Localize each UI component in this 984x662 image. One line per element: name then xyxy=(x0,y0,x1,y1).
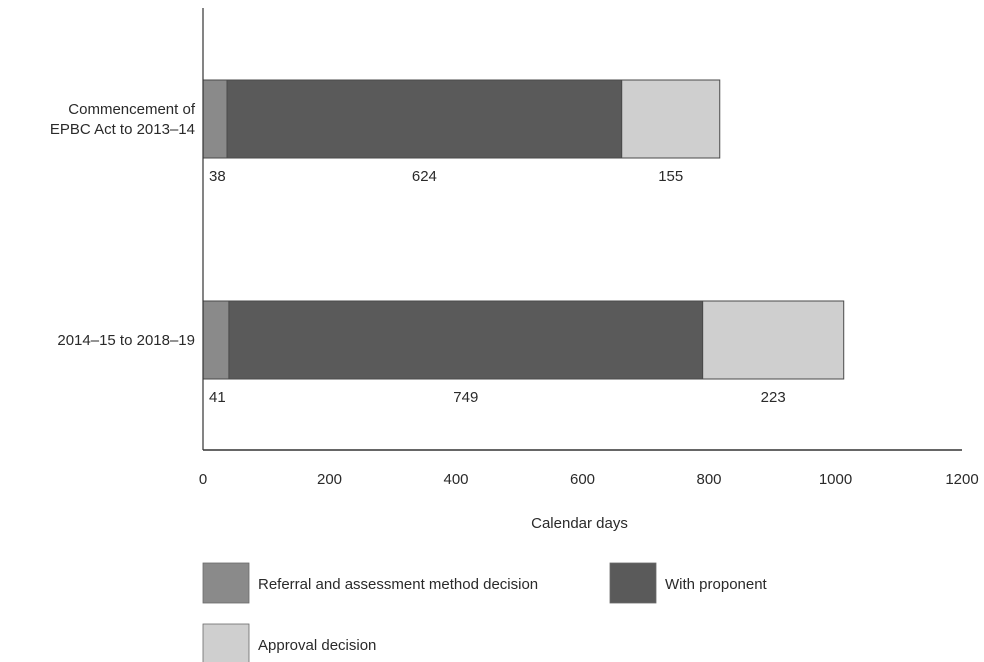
category-labels-layer: Commencement of EPBC Act to 2013–14 2014–1… xyxy=(50,101,196,349)
x-axis-label: Calendar days xyxy=(531,515,628,532)
x-tick-labels: 0 200 400 600 800 1000 1200 xyxy=(199,471,979,488)
bar-segment-2-3 xyxy=(702,300,845,380)
value-label-1-1: 38 xyxy=(209,168,226,185)
value-label-1-2: 624 xyxy=(412,168,437,185)
legend-swatch-3 xyxy=(202,623,250,662)
bar-segment-1-1 xyxy=(202,79,228,159)
value-label-2-3: 223 xyxy=(761,389,786,406)
legend-swatch-2 xyxy=(609,562,657,604)
x-tick-label-800: 800 xyxy=(696,471,721,488)
x-tick-label-1200: 1200 xyxy=(945,471,978,488)
bars-layer xyxy=(202,79,845,380)
x-tick-label-200: 200 xyxy=(317,471,342,488)
value-label-2-2: 749 xyxy=(453,389,478,406)
value-label-1-3: 155 xyxy=(658,168,683,185)
x-tick-label-400: 400 xyxy=(443,471,468,488)
legend-label-3: Approval decision xyxy=(258,637,376,654)
value-labels-layer: 38 624 155 41 749 223 xyxy=(209,168,786,406)
bar-segment-2-2 xyxy=(228,300,704,380)
x-tick-label-1000: 1000 xyxy=(819,471,852,488)
category-label-1-line-1: Commencement of xyxy=(68,101,196,118)
bar-segment-1-2 xyxy=(226,79,623,159)
category-label-1-line-2: EPBC Act to 2013–14 xyxy=(50,121,195,138)
bar-segment-2-1 xyxy=(202,300,230,380)
x-tick-label-0: 0 xyxy=(199,471,207,488)
legend-swatch-1 xyxy=(202,562,250,604)
x-tick-label-600: 600 xyxy=(570,471,595,488)
legend: Referral and assessment method decision W… xyxy=(202,562,768,662)
legend-label-1: Referral and assessment method decision xyxy=(258,576,538,593)
category-label-2-line-1: 2014–15 to 2018–19 xyxy=(57,332,195,349)
value-label-2-1: 41 xyxy=(209,389,226,406)
bar-segment-1-3 xyxy=(621,79,721,159)
legend-label-2: With proponent xyxy=(665,576,768,593)
